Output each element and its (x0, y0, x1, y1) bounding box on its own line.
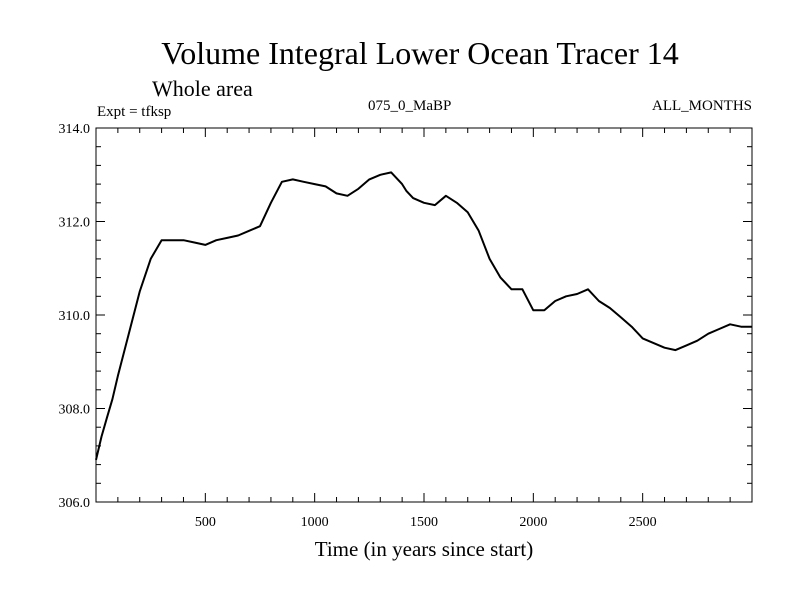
x-tick-label: 2000 (519, 515, 547, 530)
y-tick-label: 306.0 (59, 496, 91, 511)
x-tick-label: 1000 (301, 515, 329, 530)
period-label: ALL_MONTHS (652, 98, 752, 114)
y-axis-ticks (96, 146, 752, 484)
series-line-tracer-14 (95, 171, 752, 461)
plot-frame (95, 127, 753, 503)
x-axis-ticks (117, 128, 731, 502)
run-label: 075_0_MaBP (368, 98, 451, 114)
y-tick-label: 314.0 (59, 122, 91, 137)
chart-subtitle: Whole area (152, 76, 253, 101)
y-tick-label: 310.0 (59, 309, 91, 324)
x-tick-label: 1500 (410, 515, 438, 530)
x-axis-label: Time (in years since start) (315, 537, 534, 561)
chart-title: Volume Integral Lower Ocean Tracer 14 (161, 35, 678, 71)
y-tick-label: 308.0 (59, 403, 91, 418)
x-tick-label: 500 (195, 515, 216, 530)
y-tick-label: 312.0 (59, 216, 91, 231)
experiment-label: Expt = tfksp (97, 104, 171, 120)
y-axis-tick-labels: 306.0 308.0 310.0 312.0 314.0 (59, 122, 91, 511)
x-axis-tick-labels: 500 1000 1500 2000 2500 (195, 515, 657, 530)
x-tick-label: 2500 (629, 515, 657, 530)
